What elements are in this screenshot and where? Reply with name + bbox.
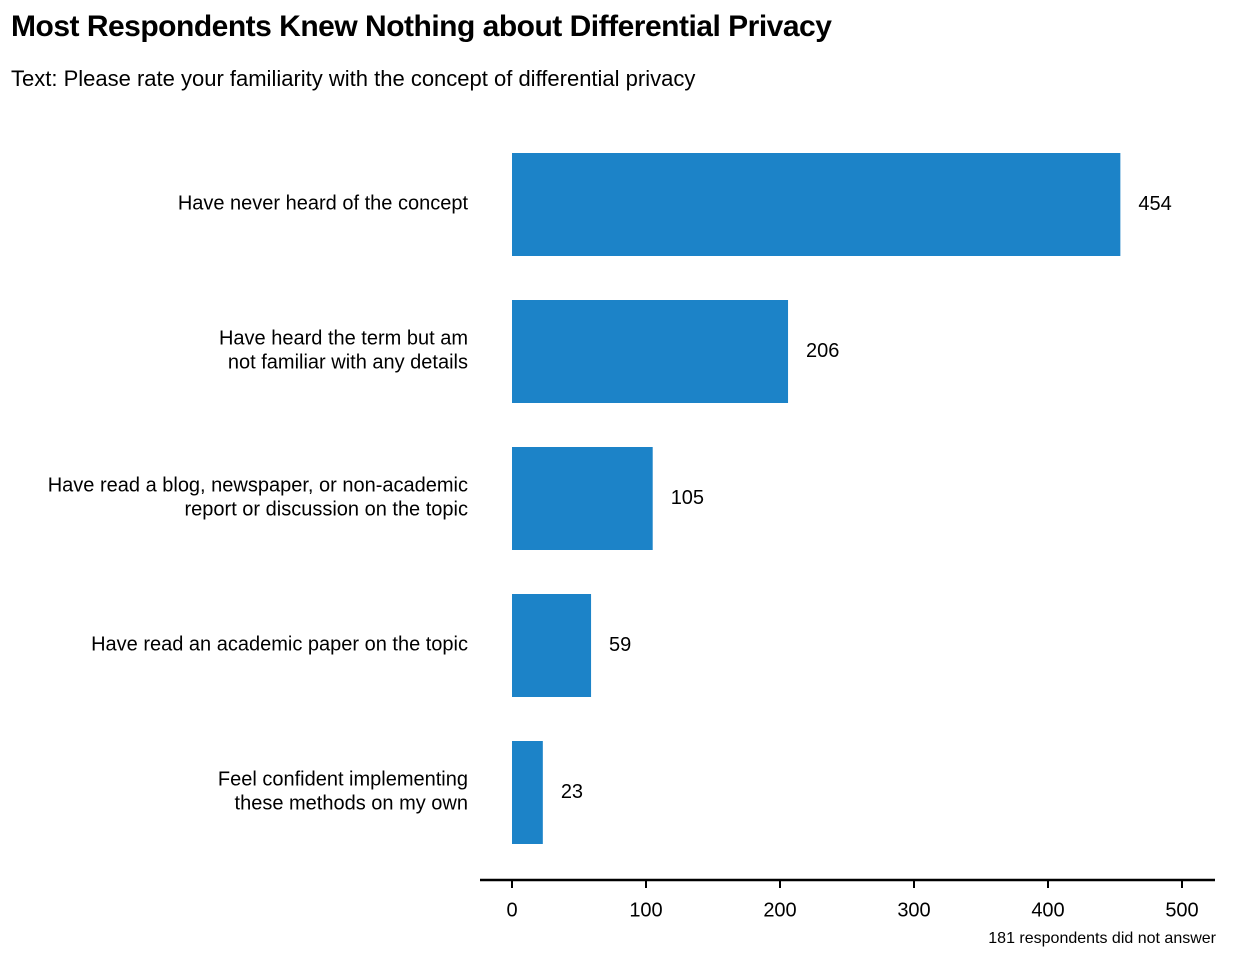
chart-subtitle: Text: Please rate your familiarity with … [11, 66, 696, 91]
chart-title: Most Respondents Knew Nothing about Diff… [11, 10, 832, 43]
x-tick-label: 300 [897, 899, 930, 921]
value-label: 23 [561, 781, 583, 803]
chart-caption: 181 respondents did not answer [988, 930, 1216, 947]
category-label-line: Have read an academic paper on the topic [91, 634, 468, 656]
bar [512, 153, 1121, 256]
category-label: Feel confident implementing these methods… [218, 769, 468, 815]
category-labels: Have never heard of the concept Have hear… [48, 193, 469, 815]
category-label-line: Have never heard of the concept [178, 193, 469, 215]
x-tick-label: 100 [629, 899, 662, 921]
category-label-line: not familiar with any details [228, 352, 468, 374]
value-label: 105 [671, 487, 704, 509]
value-label: 59 [609, 634, 631, 656]
category-label: Have read an academic paper on the topic [91, 634, 468, 656]
category-label-line: Have heard the term but am [219, 328, 468, 350]
value-label: 206 [806, 340, 839, 362]
value-labels: 454 206 105 59 23 [561, 193, 1172, 803]
category-label: Have heard the term but am not familiar w… [219, 328, 468, 374]
bar [512, 447, 653, 550]
value-label: 454 [1138, 193, 1171, 215]
category-label: Have never heard of the concept [178, 193, 469, 215]
bar [512, 741, 543, 844]
x-axis: 0 100 200 300 400 500 [480, 878, 1215, 921]
category-label-line: Feel confident implementing [218, 769, 468, 791]
category-label-line: report or discussion on the topic [185, 499, 469, 521]
x-tick-label: 200 [763, 899, 796, 921]
bars-layer [512, 153, 1121, 844]
category-label-line: Have read a blog, newspaper, or non-acad… [48, 475, 468, 497]
x-tick-label: 0 [506, 899, 517, 921]
bar [512, 300, 789, 403]
bar [512, 594, 592, 697]
x-tick-label: 400 [1031, 899, 1064, 921]
category-label-line: these methods on my own [235, 793, 468, 815]
category-label: Have read a blog, newspaper, or non-acad… [48, 475, 468, 521]
x-tick-label: 500 [1165, 899, 1198, 921]
